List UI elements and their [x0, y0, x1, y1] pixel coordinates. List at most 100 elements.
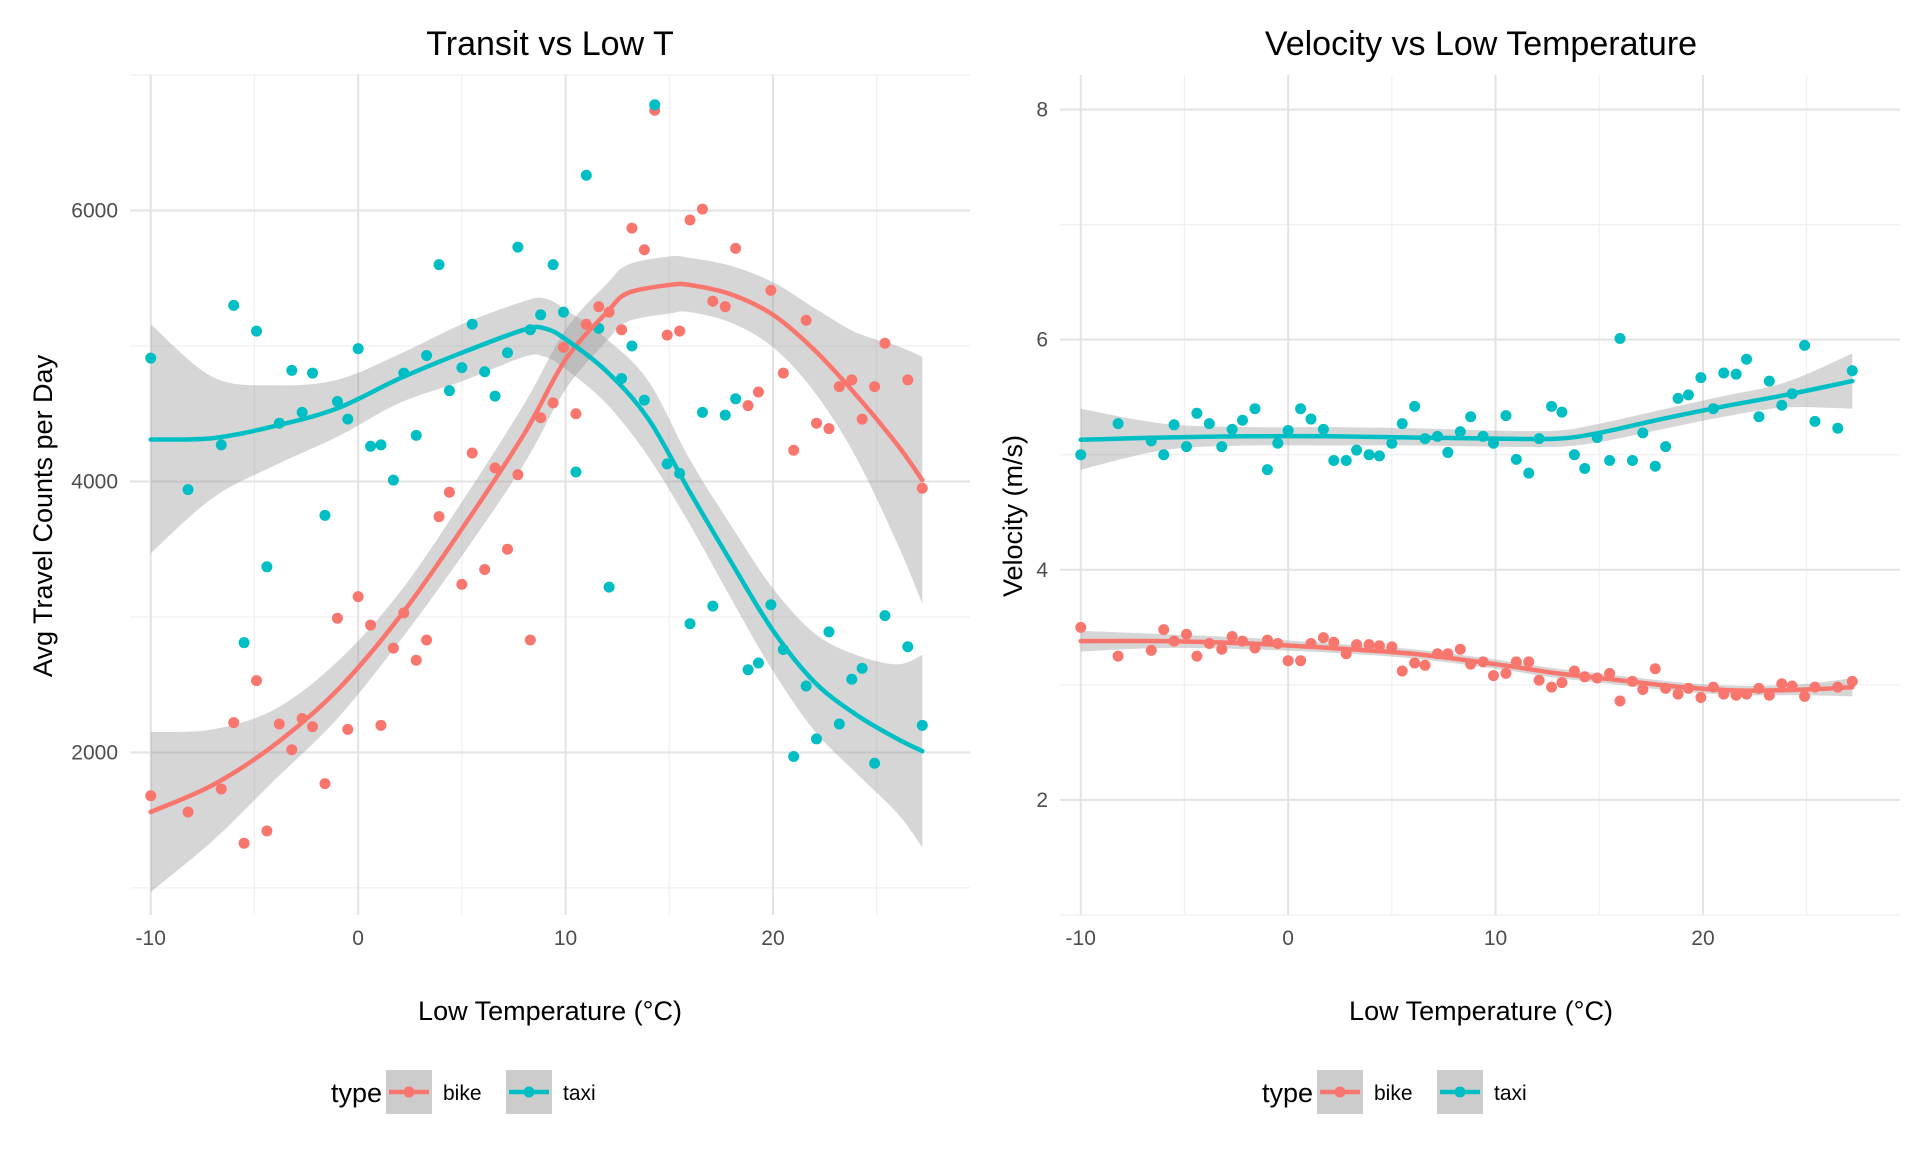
transit-legend: type bike taxi: [331, 1070, 596, 1114]
transit-point-taxi: [261, 561, 273, 573]
transit-tick-labels: -10 0 10 20 2000 4000 6000: [71, 199, 784, 950]
velocity-point-bike: [1112, 650, 1124, 662]
transit-point-taxi: [501, 347, 513, 359]
transit-smooth-line-taxi: [148, 324, 925, 754]
velocity-legend-label-bike: bike: [1374, 1082, 1413, 1105]
velocity-x-tick-label: 0: [1282, 927, 1294, 950]
transit-point-taxi: [638, 394, 650, 406]
transit-point-bike: [251, 675, 263, 687]
transit-point-taxi: [649, 99, 661, 111]
transit-y-axis-title: Avg Travel Counts per Day: [28, 354, 58, 677]
transit-point-taxi: [342, 413, 354, 425]
velocity-point-taxi: [1614, 333, 1626, 345]
transit-y-tick-label: 6000: [71, 199, 118, 222]
transit-point-bike: [273, 718, 285, 730]
velocity-point-taxi: [1523, 467, 1535, 479]
velocity-point-taxi: [1846, 365, 1858, 377]
velocity-point-taxi: [1730, 368, 1742, 380]
velocity-tick-labels: -10 0 10 20 2 4 6 8: [1036, 99, 1714, 950]
transit-point-taxi: [916, 719, 928, 731]
transit-smooth-lines: [148, 281, 925, 815]
velocity-point-taxi: [1753, 411, 1765, 423]
velocity-point-bike: [1145, 644, 1157, 656]
transit-legend-label-taxi: taxi: [563, 1082, 596, 1105]
velocity-x-tick-label: 10: [1484, 927, 1507, 950]
velocity-point-bike: [1282, 655, 1294, 667]
velocity-point-taxi: [1718, 367, 1730, 379]
velocity-point-taxi: [1579, 463, 1591, 475]
velocity-point-taxi: [1249, 403, 1261, 415]
transit-point-taxi: [603, 581, 615, 593]
velocity-point-bike: [1672, 688, 1684, 700]
transit-point-taxi: [296, 406, 308, 418]
transit-point-taxi: [879, 610, 891, 622]
velocity-point-taxi: [1442, 446, 1454, 458]
velocity-point-bike: [1373, 640, 1385, 652]
transit-point-taxi: [869, 757, 881, 769]
velocity-point-taxi: [1832, 422, 1844, 434]
velocity-point-taxi: [1741, 353, 1753, 365]
transit-point-bike: [433, 511, 445, 523]
transit-point-bike: [580, 318, 592, 330]
velocity-point-bike: [1556, 677, 1568, 689]
velocity-point-taxi: [1510, 453, 1522, 465]
transit-point-taxi: [557, 306, 569, 318]
transit-point-taxi: [811, 733, 823, 745]
velocity-smooth-line-bike: [1078, 638, 1855, 693]
velocity-point-taxi: [1191, 407, 1203, 419]
velocity-point-bike: [1695, 692, 1707, 704]
transit-point-bike: [261, 825, 273, 837]
velocity-point-taxi: [1158, 449, 1170, 461]
transit-point-bike: [145, 790, 157, 802]
transit-legend-dot-taxi: [523, 1086, 535, 1098]
transit-point-bike: [466, 447, 478, 459]
transit-point-taxi: [433, 259, 445, 271]
transit-point-taxi: [626, 340, 638, 352]
transit-point-taxi: [375, 439, 387, 451]
transit-points: [145, 99, 928, 849]
velocity-point-bike: [1776, 678, 1788, 690]
transit-x-tick-label: 0: [352, 927, 364, 950]
velocity-point-taxi: [1568, 449, 1580, 461]
transit-point-taxi: [730, 393, 742, 405]
velocity-point-bike: [1533, 674, 1545, 686]
transit-point-taxi: [410, 429, 422, 441]
velocity-y-tick-label: 8: [1036, 99, 1048, 122]
transit-point-taxi: [752, 657, 764, 669]
transit-point-taxi: [833, 718, 845, 730]
transit-point-bike: [352, 591, 364, 603]
velocity-point-taxi: [1396, 418, 1408, 430]
transit-point-taxi: [661, 458, 673, 470]
transit-point-taxi: [286, 364, 298, 376]
transit-point-taxi: [856, 662, 868, 674]
velocity-point-bike: [1454, 643, 1466, 655]
velocity-point-taxi: [1351, 444, 1363, 456]
velocity-point-bike: [1409, 657, 1421, 669]
transit-point-taxi: [535, 309, 547, 321]
velocity-point-taxi: [1181, 441, 1193, 453]
transit-point-bike: [752, 386, 764, 398]
transit-point-taxi: [365, 440, 377, 452]
velocity-point-taxi: [1237, 414, 1249, 426]
velocity-legend: type bike taxi: [1262, 1070, 1527, 1114]
transit-point-bike: [846, 374, 858, 386]
transit-point-taxi: [331, 396, 343, 408]
transit-point-bike: [421, 634, 433, 646]
transit-point-bike: [823, 423, 835, 435]
transit-point-bike: [902, 374, 914, 386]
velocity-y-axis-title: Velocity (m/s): [998, 435, 1028, 597]
transit-point-bike: [593, 301, 605, 313]
velocity-point-bike: [1637, 683, 1649, 695]
velocity-point-bike: [1419, 659, 1431, 671]
transit-point-taxi: [145, 352, 157, 364]
transit-y-tick-label: 4000: [71, 470, 118, 493]
velocity-point-taxi: [1672, 392, 1684, 404]
transit-point-bike: [524, 634, 536, 646]
transit-point-taxi: [800, 680, 812, 692]
transit-point-bike: [879, 337, 891, 349]
transit-point-bike: [443, 486, 455, 498]
velocity-point-bike: [1487, 670, 1499, 682]
transit-point-taxi: [182, 484, 194, 496]
transit-point-bike: [387, 642, 399, 654]
